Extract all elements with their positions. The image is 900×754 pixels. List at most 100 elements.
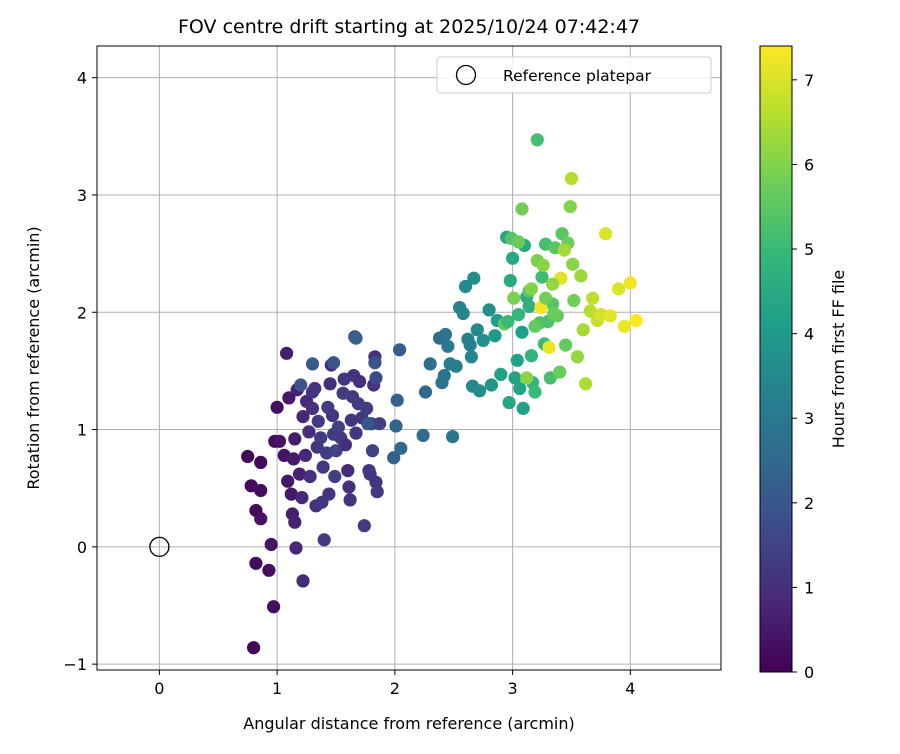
x-tick-label: 0: [154, 679, 164, 698]
y-axis-ticks: −1 0 1 2 3 4: [63, 69, 97, 674]
y-axis-label: Rotation from reference (arcmin): [24, 226, 43, 489]
y-tick-label: 1: [77, 421, 87, 440]
data-point: [267, 600, 281, 614]
data-point: [316, 460, 330, 474]
data-point: [357, 519, 371, 533]
colorbar-tick-label: 6: [804, 155, 814, 174]
data-point: [305, 401, 320, 415]
data-point: [296, 574, 310, 588]
data-point: [281, 474, 295, 488]
data-point: [349, 331, 363, 345]
data-point: [342, 480, 356, 494]
data-point: [270, 400, 284, 414]
data-point: [295, 491, 309, 505]
legend-label: Reference platepar: [503, 67, 652, 85]
data-point: [508, 371, 522, 385]
data-point: [338, 438, 352, 452]
data-point: [463, 338, 477, 352]
data-point: [344, 413, 358, 427]
colorbar-frame: [759, 45, 793, 673]
x-tick-label: 4: [625, 679, 635, 698]
data-point: [542, 340, 556, 354]
data-point: [467, 271, 481, 285]
data-point: [437, 369, 451, 383]
data-point: [284, 487, 298, 501]
data-point: [505, 251, 520, 265]
data-point: [264, 537, 278, 552]
data-point: [438, 327, 453, 342]
data-point: [511, 235, 526, 249]
data-point: [494, 367, 508, 381]
data-point: [553, 365, 567, 379]
data-point: [390, 393, 404, 407]
data-point: [501, 315, 515, 329]
data-point: [389, 419, 403, 433]
colorbar-gradient: [760, 46, 792, 672]
colorbar-label: Hours from first FF file: [829, 270, 848, 449]
data-point: [288, 432, 302, 446]
data-point: [365, 444, 380, 458]
data-point: [353, 374, 367, 389]
colorbar-tick-label: 7: [804, 71, 814, 90]
data-point: [373, 417, 387, 431]
data-point: [349, 426, 363, 440]
data-point: [583, 304, 597, 318]
data-point: [314, 431, 328, 445]
reference-layer: [149, 536, 170, 557]
colorbar-tick-label: 2: [804, 494, 814, 513]
data-point: [574, 269, 588, 283]
colorbar: 0 1 2 3 4 5 6 7 Hours from first FF file: [759, 45, 848, 682]
data-point: [513, 381, 527, 396]
data-point: [524, 282, 539, 296]
data-point: [557, 243, 572, 257]
colorbar-tick-label: 3: [804, 409, 814, 428]
y-tick-label: 3: [77, 186, 87, 205]
data-point: [535, 270, 549, 284]
data-point: [528, 319, 542, 333]
data-point: [515, 202, 529, 216]
data-point: [546, 277, 560, 291]
data-point: [288, 515, 302, 529]
data-point: [394, 441, 408, 455]
x-axis-ticks: 0 1 2 3 4: [154, 670, 635, 698]
data-point: [323, 377, 337, 391]
data-point: [488, 329, 502, 343]
reference-platepar-marker: [149, 536, 170, 557]
data-point: [449, 359, 463, 373]
data-point: [515, 325, 529, 339]
data-point: [343, 493, 357, 507]
data-point: [579, 377, 593, 391]
data-point: [564, 171, 579, 186]
grid-lines: [97, 46, 721, 670]
data-point: [418, 385, 433, 399]
data-point: [576, 323, 590, 337]
data-point: [416, 428, 430, 442]
y-tick-label: 0: [77, 538, 87, 557]
data-point: [423, 357, 437, 371]
data-point: [302, 425, 316, 439]
data-point: [484, 378, 498, 392]
y-tick-label: 4: [77, 69, 87, 88]
data-point: [528, 385, 542, 399]
data-point: [510, 353, 524, 367]
data-point: [254, 483, 268, 498]
data-point: [308, 381, 322, 396]
data-point: [298, 448, 312, 462]
data-point: [516, 401, 530, 415]
data-point: [441, 339, 455, 353]
data-point: [539, 291, 553, 305]
data-point: [617, 319, 632, 333]
data-point: [470, 323, 484, 337]
data-point: [458, 279, 473, 294]
data-point: [294, 378, 308, 392]
x-axis-label: Angular distance from reference (arcmin): [243, 714, 574, 733]
data-point: [331, 420, 345, 434]
data-point: [387, 451, 401, 465]
data-point: [317, 533, 331, 547]
data-point: [305, 357, 320, 371]
data-point: [563, 200, 577, 214]
data-point: [566, 257, 580, 271]
data-point: [254, 455, 268, 469]
data-point: [507, 291, 521, 305]
